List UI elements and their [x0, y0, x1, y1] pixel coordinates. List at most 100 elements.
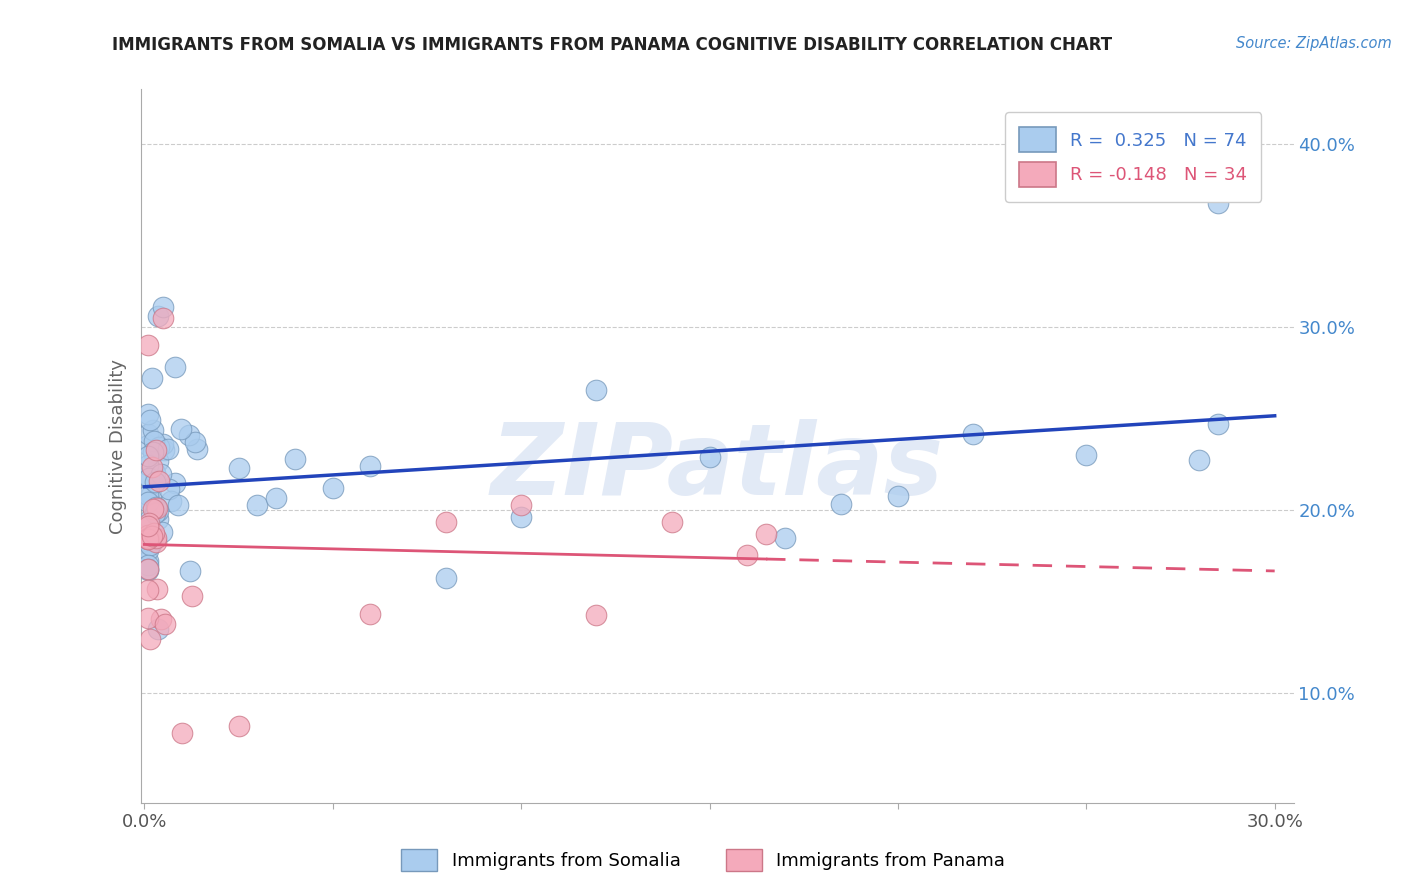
Point	[145, 443, 167, 458]
Point	[510, 498, 533, 512]
Point	[755, 526, 778, 541]
Point	[136, 543, 159, 558]
Point	[145, 534, 167, 549]
Point	[148, 453, 170, 467]
Point	[699, 450, 721, 465]
Point	[136, 558, 159, 572]
Point	[145, 505, 167, 519]
Point	[136, 531, 159, 545]
Point	[138, 471, 160, 485]
Point	[139, 493, 162, 508]
Point	[142, 445, 165, 459]
Point	[136, 563, 159, 577]
Point	[228, 460, 250, 475]
Point	[149, 467, 172, 482]
Point	[136, 554, 159, 568]
Text: ZIPatlas: ZIPatlas	[491, 419, 943, 516]
Point	[136, 469, 159, 483]
Point	[735, 548, 758, 562]
Point	[160, 493, 183, 508]
Point	[170, 726, 193, 740]
Point	[136, 450, 159, 464]
Point	[1188, 452, 1211, 467]
Point	[163, 360, 186, 375]
Point	[887, 489, 910, 503]
Point	[962, 427, 984, 442]
Point	[181, 589, 204, 603]
Point	[142, 502, 165, 516]
Point	[322, 482, 344, 496]
Point	[167, 498, 190, 512]
Point	[1076, 448, 1098, 462]
Point	[136, 611, 159, 625]
Point	[139, 512, 162, 526]
Point	[146, 500, 169, 515]
Point	[585, 608, 607, 623]
Y-axis label: Cognitive Disability: Cognitive Disability	[108, 359, 127, 533]
Point	[145, 531, 167, 545]
Point	[136, 495, 159, 509]
Point	[136, 562, 159, 576]
Legend: R =  0.325   N = 74, R = -0.148   N = 34: R = 0.325 N = 74, R = -0.148 N = 34	[1005, 112, 1261, 202]
Point	[152, 310, 174, 325]
Point	[136, 458, 159, 473]
Point	[136, 532, 159, 546]
Text: IMMIGRANTS FROM SOMALIA VS IMMIGRANTS FROM PANAMA COGNITIVE DISABILITY CORRELATI: IMMIGRANTS FROM SOMALIA VS IMMIGRANTS FR…	[112, 36, 1112, 54]
Point	[136, 407, 159, 421]
Point	[434, 515, 457, 529]
Point	[284, 451, 307, 466]
Point	[153, 443, 176, 458]
Point	[152, 300, 174, 314]
Point	[136, 438, 159, 452]
Point	[136, 562, 159, 576]
Point	[136, 518, 159, 533]
Point	[661, 515, 683, 529]
Legend: Immigrants from Somalia, Immigrants from Panama: Immigrants from Somalia, Immigrants from…	[394, 842, 1012, 879]
Point	[136, 583, 159, 598]
Point	[152, 437, 174, 451]
Point	[143, 467, 166, 481]
Point	[434, 571, 457, 585]
Point	[142, 423, 165, 437]
Point	[141, 528, 163, 542]
Point	[136, 427, 159, 442]
Point	[179, 564, 201, 578]
Point	[136, 516, 159, 531]
Point	[246, 498, 269, 512]
Point	[157, 482, 180, 496]
Point	[136, 532, 159, 546]
Point	[179, 427, 201, 442]
Point	[359, 607, 381, 621]
Point	[184, 434, 207, 449]
Point	[136, 487, 159, 501]
Point	[163, 475, 186, 490]
Point	[145, 500, 167, 514]
Point	[138, 632, 160, 646]
Point	[169, 422, 191, 436]
Point	[146, 622, 169, 636]
Point	[148, 441, 170, 455]
Point	[1206, 195, 1229, 210]
Point	[830, 497, 852, 511]
Point	[141, 488, 163, 502]
Point	[143, 506, 166, 520]
Point	[138, 516, 160, 530]
Text: Source: ZipAtlas.com: Source: ZipAtlas.com	[1236, 36, 1392, 51]
Point	[148, 504, 170, 518]
Point	[510, 510, 533, 524]
Point	[145, 475, 167, 489]
Point	[146, 309, 169, 323]
Point	[156, 442, 179, 456]
Point	[136, 528, 159, 542]
Point	[136, 530, 159, 544]
Point	[148, 474, 170, 488]
Point	[359, 459, 381, 474]
Point	[136, 532, 159, 546]
Point	[136, 338, 159, 352]
Point	[153, 616, 176, 631]
Point	[138, 538, 160, 552]
Point	[149, 612, 172, 626]
Point	[141, 460, 163, 475]
Point	[773, 532, 796, 546]
Point	[264, 491, 287, 506]
